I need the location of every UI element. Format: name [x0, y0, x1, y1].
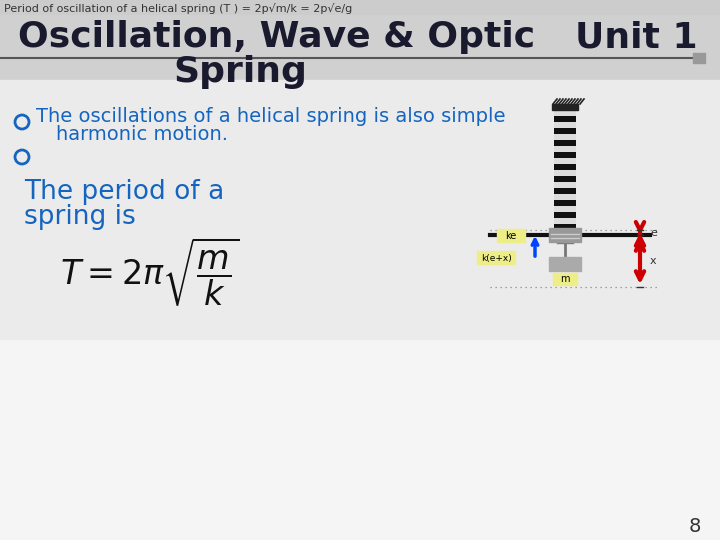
Bar — [0, 15, 720, 80]
Text: Period of oscillation of a helical spring (T ) = 2p√m/k = 2p√e/g: Period of oscillation of a helical sprin… — [4, 3, 352, 14]
Bar — [552, 104, 578, 110]
Bar — [554, 194, 576, 200]
Text: k(e+x): k(e+x) — [481, 253, 511, 262]
Text: harmonic motion.: harmonic motion. — [56, 125, 228, 144]
Bar — [554, 140, 576, 146]
Bar — [553, 273, 577, 285]
Text: $T = 2\pi\sqrt{\dfrac{m}{k}}$: $T = 2\pi\sqrt{\dfrac{m}{k}}$ — [60, 235, 240, 308]
Text: e: e — [650, 227, 657, 238]
Text: The oscillations of a helical spring is also simple: The oscillations of a helical spring is … — [36, 106, 505, 125]
Bar — [554, 122, 576, 128]
Text: x: x — [650, 256, 657, 266]
Bar — [0, 80, 720, 540]
Text: spring is: spring is — [24, 204, 136, 230]
Bar — [554, 128, 576, 134]
Bar — [0, 340, 720, 540]
Bar — [554, 152, 576, 158]
Text: m: m — [560, 274, 570, 284]
Bar — [554, 200, 576, 206]
Bar — [554, 110, 576, 116]
Text: The period of a: The period of a — [24, 179, 224, 205]
Text: 8: 8 — [689, 516, 701, 536]
Bar — [554, 218, 576, 224]
Bar — [554, 116, 576, 122]
Bar — [554, 134, 576, 140]
Text: Unit 1: Unit 1 — [575, 20, 698, 54]
Bar — [554, 182, 576, 188]
Bar — [477, 251, 515, 264]
Bar — [554, 188, 576, 194]
Bar — [497, 229, 525, 242]
Bar — [693, 53, 705, 63]
Bar — [554, 176, 576, 182]
Bar — [554, 224, 576, 230]
Bar — [554, 170, 576, 176]
Bar — [554, 164, 576, 170]
Bar — [554, 212, 576, 218]
Text: ke: ke — [505, 231, 517, 241]
Text: Spring: Spring — [173, 55, 307, 89]
Bar — [549, 257, 581, 271]
Bar — [554, 158, 576, 164]
Bar — [549, 228, 581, 242]
Bar — [554, 206, 576, 212]
Bar — [0, 160, 720, 540]
Bar — [0, 0, 720, 15]
Text: Oscillation, Wave & Optic: Oscillation, Wave & Optic — [18, 20, 535, 54]
Bar — [554, 146, 576, 152]
